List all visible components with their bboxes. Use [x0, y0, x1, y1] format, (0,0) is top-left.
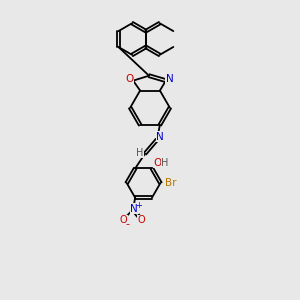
- Text: N: N: [130, 203, 138, 214]
- Text: H: H: [136, 148, 144, 158]
- Text: N: N: [156, 132, 164, 142]
- Text: O: O: [154, 158, 162, 167]
- Text: O: O: [125, 74, 133, 84]
- Text: Br: Br: [165, 178, 176, 188]
- Text: H: H: [161, 158, 169, 167]
- Text: O: O: [137, 215, 145, 225]
- Text: -: -: [125, 219, 129, 230]
- Text: N: N: [166, 74, 174, 84]
- Text: +: +: [135, 201, 142, 210]
- Text: O: O: [119, 215, 127, 225]
